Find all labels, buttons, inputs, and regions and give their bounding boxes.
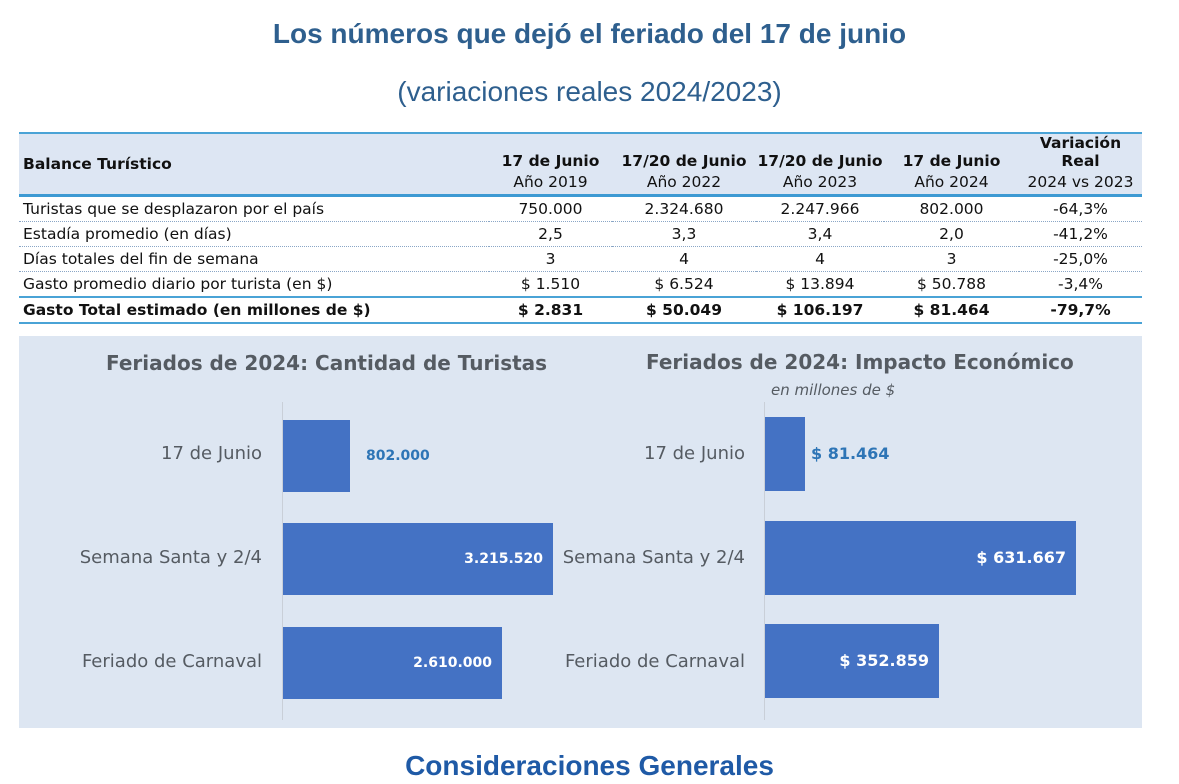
row-label: Estadía promedio (en días) [19, 221, 489, 247]
table-cell: -79,7% [1019, 296, 1142, 324]
table-cell: 802.000 [884, 195, 1019, 222]
page-subtitle: (variaciones reales 2024/2023) [397, 76, 782, 107]
table-cell: $ 1.510 [489, 271, 612, 298]
data-label: 802.000 [366, 447, 430, 464]
table-cell: $ 2.831 [489, 296, 612, 324]
row-label: Turistas que se desplazaron por el país [19, 195, 489, 222]
section-heading: Consideraciones Generales [405, 750, 774, 781]
data-label: $ 352.859 [839, 651, 929, 671]
chart-axis [282, 402, 283, 720]
table-cell: $ 50.049 [612, 296, 756, 324]
col-header-top: 17/20 de Junio [756, 132, 884, 170]
table-cell: 3 [884, 246, 1019, 272]
table-cell: $ 81.464 [884, 296, 1019, 324]
table-row: Gasto promedio diario por turista (en $)… [19, 271, 1142, 298]
col-header-bottom: Año 2023 [756, 170, 884, 197]
category-label: Feriado de Carnaval [81, 651, 262, 672]
table-cell: 750.000 [489, 195, 612, 222]
col-header-bottom: 2024 vs 2023 [1019, 170, 1142, 197]
data-label: 3.215.520 [464, 550, 543, 567]
col-header-top: Variación Real [1019, 132, 1142, 170]
table-row-header: Balance Turístico [19, 132, 489, 197]
category-label: 17 de Junio [644, 443, 745, 464]
table-cell: 3 [489, 246, 612, 272]
bar [283, 627, 502, 699]
data-label: 2.610.000 [413, 654, 492, 671]
balance-table: Balance Turístico 17 de Junio 17/20 de J… [19, 132, 1142, 324]
data-label: $ 81.464 [811, 444, 890, 464]
table-cell: 2.324.680 [612, 195, 756, 222]
bar [765, 624, 939, 698]
row-label: Gasto promedio diario por turista (en $) [19, 271, 489, 298]
table-cell: 4 [756, 246, 884, 272]
category-label: 17 de Junio [161, 443, 262, 464]
chart-title: Feriados de 2024: Cantidad de Turistas [106, 351, 548, 375]
col-header-bottom: Año 2022 [612, 170, 756, 197]
table-cell: 2,5 [489, 221, 612, 247]
col-header-top: 17 de Junio [489, 132, 612, 170]
chart-axis [764, 402, 765, 720]
chart-title: Feriados de 2024: Impacto Económico [646, 350, 1074, 374]
data-label: $ 631.667 [976, 548, 1066, 568]
bar [283, 523, 553, 595]
chart-subtitle: en millones de $ [771, 381, 896, 399]
table-total-row: Gasto Total estimado (en millones de $) … [19, 296, 1142, 324]
category-label: Semana Santa y 2/4 [79, 547, 262, 568]
col-header-top: 17/20 de Junio [612, 132, 756, 170]
bar [765, 521, 1076, 595]
category-label: Semana Santa y 2/4 [562, 547, 745, 568]
table-cell: 4 [612, 246, 756, 272]
table-cell: $ 6.524 [612, 271, 756, 298]
category-label: Feriado de Carnaval [564, 651, 745, 672]
col-header-bottom: Año 2024 [884, 170, 1019, 197]
bar [283, 420, 350, 492]
charts-panel: Feriados de 2024: Cantidad de Turistas 1… [19, 336, 1142, 728]
table-cell: -41,2% [1019, 221, 1142, 247]
table-cell: -64,3% [1019, 195, 1142, 222]
table-row: Turistas que se desplazaron por el país … [19, 195, 1142, 222]
row-label: Días totales del fin de semana [19, 246, 489, 272]
table-cell: $ 13.894 [756, 271, 884, 298]
table-row: Estadía promedio (en días) 2,5 3,3 3,4 2… [19, 221, 1142, 247]
table-cell: 3,4 [756, 221, 884, 247]
table-cell: 2,0 [884, 221, 1019, 247]
table-cell: $ 106.197 [756, 296, 884, 324]
col-header-top: 17 de Junio [884, 132, 1019, 170]
table-cell: -25,0% [1019, 246, 1142, 272]
table-cell: 3,3 [612, 221, 756, 247]
bar [765, 417, 805, 491]
table-cell: 2.247.966 [756, 195, 884, 222]
table-cell: $ 50.788 [884, 271, 1019, 298]
col-header-bottom: Año 2019 [489, 170, 612, 197]
table-row: Días totales del fin de semana 3 4 4 3 -… [19, 246, 1142, 272]
page-title: Los números que dejó el feriado del 17 d… [272, 18, 907, 49]
row-label: Gasto Total estimado (en millones de $) [19, 296, 489, 324]
table-cell: -3,4% [1019, 271, 1142, 298]
